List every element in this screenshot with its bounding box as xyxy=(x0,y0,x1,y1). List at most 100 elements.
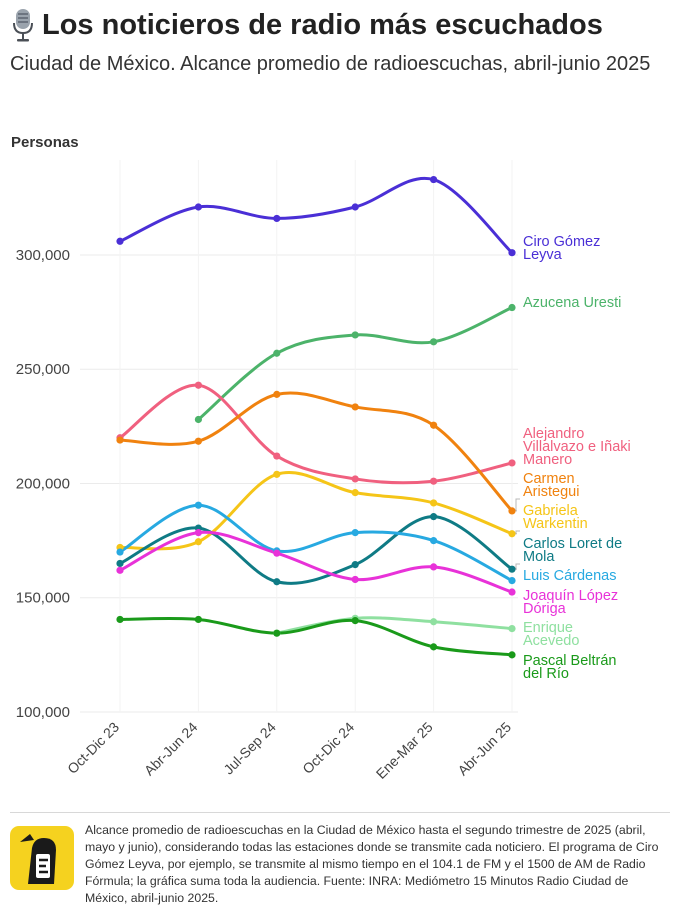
series-label-text: Luis Cárdenas xyxy=(523,568,617,584)
y-axis-label: Personas xyxy=(11,134,79,151)
data-point xyxy=(195,203,202,210)
data-point xyxy=(195,529,202,536)
data-point xyxy=(352,203,359,210)
data-point xyxy=(508,625,515,632)
y-tick-label: 250,000 xyxy=(16,361,70,378)
data-point xyxy=(430,643,437,650)
x-tick-label: Abr-Jun 24 xyxy=(141,719,201,779)
label-leader-line xyxy=(516,499,520,511)
data-point xyxy=(430,618,437,625)
series-line xyxy=(120,385,512,483)
data-point xyxy=(273,452,280,459)
data-point xyxy=(116,238,123,245)
data-point xyxy=(430,537,437,544)
y-axis-ticks: 100,000 150,000 200,000 250,000 300,000 xyxy=(16,247,70,721)
data-point xyxy=(273,550,280,557)
data-point xyxy=(195,538,202,545)
label-leaders xyxy=(516,499,520,569)
data-point xyxy=(430,499,437,506)
data-point xyxy=(273,391,280,398)
data-point xyxy=(116,616,123,623)
data-point xyxy=(195,438,202,445)
series-end-label: Azucena Uresti xyxy=(523,295,621,311)
x-tick-label: Oct-Dic 23 xyxy=(64,719,122,777)
data-point xyxy=(195,502,202,509)
data-point xyxy=(508,249,515,256)
x-tick-label: Jul-Sep 24 xyxy=(220,719,279,778)
data-point xyxy=(352,529,359,536)
data-point xyxy=(508,459,515,466)
data-point xyxy=(352,403,359,410)
footer-divider xyxy=(10,812,670,813)
series-lines xyxy=(120,178,512,655)
logo-icon xyxy=(10,826,74,890)
data-point xyxy=(430,478,437,485)
data-point xyxy=(508,651,515,658)
data-point xyxy=(430,513,437,520)
x-tick-label: Oct-Dic 24 xyxy=(299,719,357,777)
data-point xyxy=(352,576,359,583)
data-point xyxy=(352,475,359,482)
series-label-text: del Río xyxy=(523,666,569,682)
footnote: Alcance promedio de radioescuchas en la … xyxy=(85,822,670,907)
data-point xyxy=(273,578,280,585)
data-point xyxy=(430,422,437,429)
data-point xyxy=(508,588,515,595)
data-point xyxy=(352,617,359,624)
series-label-text: Mola xyxy=(523,549,555,565)
x-tick-label: Abr-Jun 25 xyxy=(454,719,514,779)
data-point xyxy=(116,560,123,567)
series-label-text: Dóriga xyxy=(523,601,567,617)
data-point xyxy=(116,567,123,574)
x-axis-ticks: Oct-Dic 23 Abr-Jun 24 Jul-Sep 24 Oct-Dic 24… xyxy=(64,719,514,782)
data-point xyxy=(508,577,515,584)
series-label-text: Leyva xyxy=(523,247,563,263)
data-point xyxy=(352,561,359,568)
series-label-text: Acevedo xyxy=(523,633,579,649)
series-end-label: Luis Cárdenas xyxy=(523,568,617,584)
data-point xyxy=(195,616,202,623)
y-tick-label: 150,000 xyxy=(16,590,70,607)
data-point xyxy=(508,530,515,537)
data-point xyxy=(195,416,202,423)
data-point xyxy=(430,176,437,183)
label-leader-line xyxy=(516,531,520,534)
data-point xyxy=(273,350,280,357)
label-leader-line xyxy=(516,564,520,569)
y-tick-label: 200,000 xyxy=(16,475,70,492)
data-point xyxy=(430,563,437,570)
y-tick-label: 300,000 xyxy=(16,247,70,264)
data-point xyxy=(352,489,359,496)
series-line xyxy=(120,532,512,592)
data-point xyxy=(508,566,515,573)
data-point xyxy=(116,436,123,443)
data-point xyxy=(273,471,280,478)
data-point xyxy=(508,507,515,514)
data-point xyxy=(273,215,280,222)
data-point xyxy=(116,548,123,555)
series-line xyxy=(120,178,512,252)
data-point xyxy=(352,331,359,338)
line-chart: Personas 100,000 150,000 200,000 250,000 300… xyxy=(0,0,680,800)
data-point xyxy=(430,338,437,345)
data-point xyxy=(508,304,515,311)
data-point xyxy=(195,382,202,389)
series-end-label: Ciro GómezLeyva xyxy=(523,234,600,263)
series-line xyxy=(120,393,512,511)
series-end-label: CarmenAristegui xyxy=(523,471,579,500)
series-label-text: Warkentin xyxy=(523,516,588,532)
y-tick-label: 100,000 xyxy=(16,704,70,721)
x-tick-label: Ene-Mar 25 xyxy=(373,719,436,782)
series-label-text: Azucena Uresti xyxy=(523,295,621,311)
series-label-text: Aristegui xyxy=(523,484,579,500)
series-points xyxy=(116,176,515,659)
series-label-text: Manero xyxy=(523,452,572,468)
data-point xyxy=(273,630,280,637)
